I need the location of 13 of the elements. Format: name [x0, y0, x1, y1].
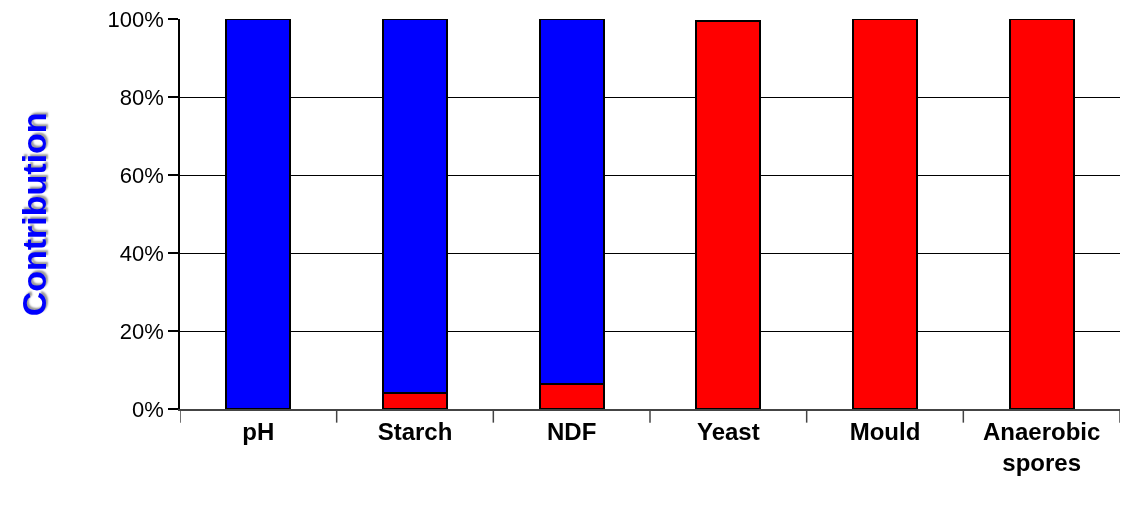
x-tick-label: Starch: [377, 417, 453, 445]
y-tick-label: 40%: [119, 240, 164, 266]
y-tick-label: 20%: [119, 318, 164, 344]
y-tick-label: 80%: [119, 84, 164, 110]
y-tick-label: 60%: [119, 162, 164, 188]
x-tick-label: NDF: [547, 417, 597, 445]
y-tick-label: 0%: [132, 396, 164, 422]
x-tick-label: Mould: [849, 417, 921, 445]
y-axis-title: Contribution: [15, 112, 54, 317]
x-tick-label: Yeast: [696, 417, 760, 445]
y-tick-label: 100%: [107, 6, 164, 32]
x-tick-label: Anaerobic spores: [982, 417, 1101, 476]
x-tick-label: pH: [242, 417, 275, 445]
